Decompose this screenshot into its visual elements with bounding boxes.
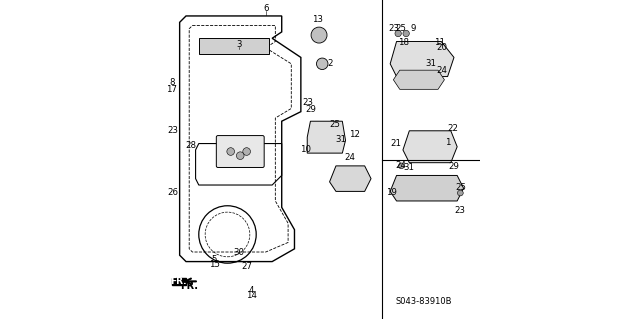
Text: 31: 31 [336, 135, 347, 144]
Text: 2: 2 [328, 59, 333, 68]
Text: 24: 24 [345, 153, 356, 162]
Text: 25: 25 [330, 120, 341, 129]
Text: 1: 1 [445, 138, 451, 147]
Text: 31: 31 [426, 59, 436, 68]
Text: 14: 14 [246, 291, 257, 300]
Polygon shape [390, 41, 454, 77]
Text: 27: 27 [242, 262, 253, 271]
Text: 18: 18 [398, 38, 409, 47]
Text: 9: 9 [410, 24, 416, 33]
Text: 5: 5 [211, 255, 217, 263]
Circle shape [458, 190, 463, 196]
Circle shape [399, 163, 404, 169]
Polygon shape [403, 131, 457, 163]
Text: 8: 8 [169, 78, 175, 87]
Polygon shape [390, 175, 463, 201]
Text: 23: 23 [388, 24, 399, 33]
Text: 28: 28 [186, 141, 196, 150]
Polygon shape [394, 70, 444, 89]
Text: 23: 23 [167, 126, 178, 135]
Text: 29: 29 [306, 105, 317, 114]
Text: 23: 23 [454, 206, 465, 215]
Text: 19: 19 [386, 189, 397, 197]
Text: FR.: FR. [170, 277, 187, 286]
Polygon shape [307, 121, 346, 153]
Text: 20: 20 [436, 43, 447, 52]
Circle shape [227, 148, 234, 155]
Text: 10: 10 [300, 145, 311, 154]
Text: FR.: FR. [180, 280, 198, 291]
Text: 25: 25 [396, 24, 407, 33]
Text: 21: 21 [390, 139, 401, 148]
FancyBboxPatch shape [216, 136, 264, 167]
Text: 24: 24 [436, 66, 447, 75]
Text: 17: 17 [166, 85, 177, 94]
Text: 24: 24 [395, 161, 406, 170]
Text: 11: 11 [434, 38, 445, 47]
Text: 29: 29 [448, 162, 459, 171]
Text: 12: 12 [349, 130, 360, 139]
Text: 25: 25 [455, 183, 466, 192]
Text: 3: 3 [236, 40, 241, 49]
Text: 22: 22 [448, 124, 459, 133]
Polygon shape [330, 166, 371, 191]
Text: 31: 31 [403, 163, 414, 172]
Text: 26: 26 [167, 189, 178, 197]
Polygon shape [172, 278, 186, 285]
Circle shape [317, 58, 328, 70]
Circle shape [243, 148, 250, 155]
Text: 4: 4 [249, 286, 254, 295]
Circle shape [236, 152, 244, 160]
Text: S043-83910B: S043-83910B [396, 297, 452, 306]
Text: 6: 6 [263, 4, 269, 13]
Text: 15: 15 [209, 260, 220, 269]
Text: 30: 30 [234, 248, 244, 257]
Circle shape [403, 30, 410, 37]
Text: 23: 23 [302, 98, 314, 107]
Circle shape [311, 27, 327, 43]
Circle shape [395, 30, 401, 37]
Polygon shape [199, 38, 269, 54]
Text: 13: 13 [312, 15, 323, 24]
